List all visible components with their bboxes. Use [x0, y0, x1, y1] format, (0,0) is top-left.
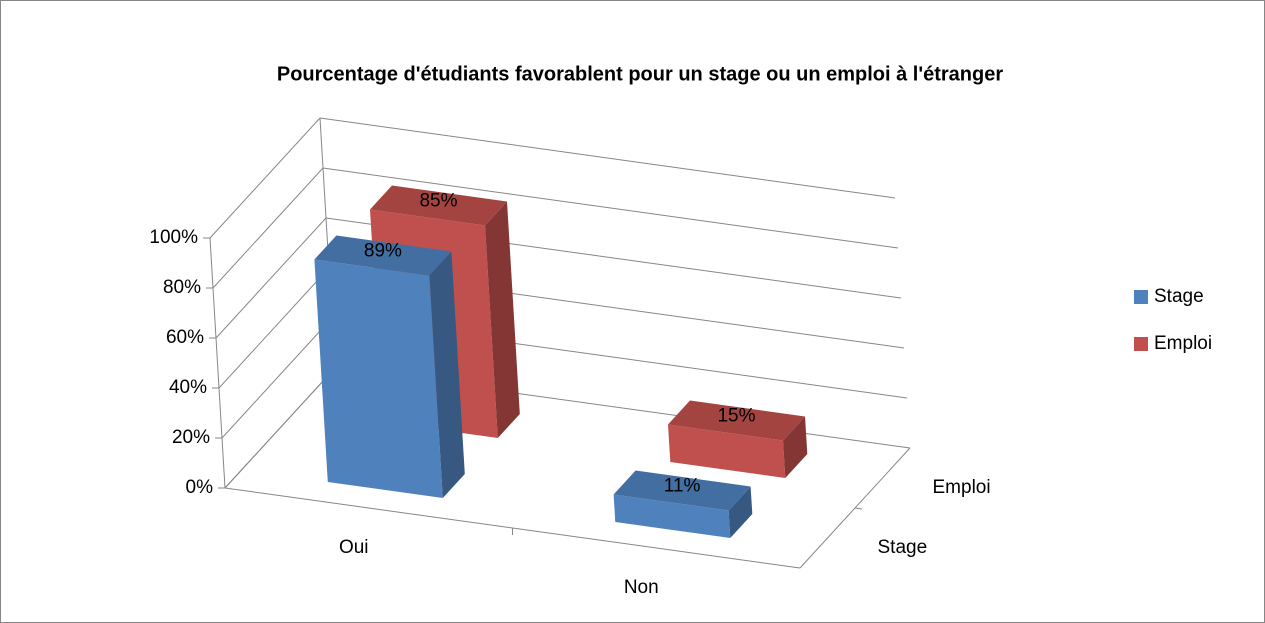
data-label: 11%	[664, 476, 701, 497]
bar-side	[783, 416, 808, 478]
bar-front	[613, 494, 731, 538]
y-tick-label: 40%	[169, 377, 207, 398]
bar	[613, 470, 753, 538]
y-tick-label: 20%	[172, 427, 210, 448]
bar-top	[668, 400, 805, 441]
y-tick-label: 100%	[149, 227, 198, 248]
bar-top	[370, 185, 507, 226]
depth-tick-label: Emploi	[933, 477, 991, 498]
grid-line	[322, 167, 899, 249]
grid-line	[319, 117, 896, 199]
axis-line	[224, 367, 336, 489]
bar-front	[314, 259, 443, 498]
bar	[668, 400, 808, 478]
axis-line	[209, 237, 226, 489]
legend-swatch	[1134, 290, 1148, 304]
bar-side	[429, 251, 465, 498]
grid-line	[212, 167, 324, 289]
bar-front	[668, 424, 786, 478]
legend-label: Stage	[1154, 286, 1204, 307]
x-tick-label: Oui	[339, 537, 369, 558]
legend-swatch	[1134, 337, 1148, 351]
depth-tick	[854, 507, 863, 510]
bar	[314, 235, 465, 498]
data-label: 15%	[717, 406, 755, 427]
bar-side	[485, 201, 520, 438]
bar-top	[613, 470, 751, 511]
y-tick-label: 0%	[186, 477, 214, 498]
legend-label: Emploi	[1154, 333, 1212, 354]
x-tick-label: Non	[624, 577, 659, 598]
data-label: 89%	[364, 241, 402, 262]
y-tick-label: 80%	[163, 277, 201, 298]
bar-side	[728, 486, 753, 538]
data-label: 85%	[419, 191, 457, 212]
bar-top	[314, 235, 452, 276]
depth-tick-label: Stage	[878, 537, 928, 558]
grid-line	[215, 217, 327, 339]
grid-line	[209, 117, 321, 239]
grid-line	[218, 267, 330, 389]
grid-line	[221, 317, 333, 439]
y-tick-label: 60%	[166, 327, 204, 348]
chart-title: Pourcentage d'étudiants favorablent pour…	[277, 63, 1003, 85]
